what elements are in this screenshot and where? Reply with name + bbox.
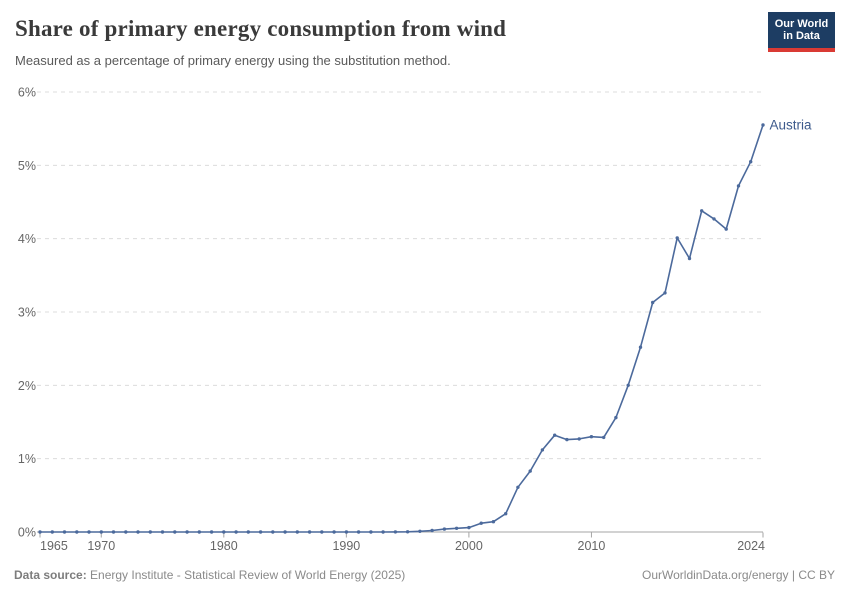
owid-logo-redbar [768, 48, 835, 52]
data-point [62, 530, 67, 534]
data-point [173, 530, 177, 534]
y-tick-label: 0% [18, 526, 36, 540]
data-point [222, 530, 226, 534]
x-tick-label: 2000 [455, 539, 483, 553]
data-point [736, 184, 741, 188]
data-point [602, 435, 606, 440]
data-point [307, 530, 312, 534]
data-point [271, 530, 275, 534]
entity-label-austria[interactable]: Austria [770, 118, 813, 133]
data-point [283, 530, 287, 534]
y-tick-label: 1% [18, 452, 36, 466]
x-tick-label: 2010 [578, 539, 606, 553]
data-point [663, 291, 667, 295]
data-point [111, 530, 116, 534]
y-tick-label: 3% [18, 306, 36, 320]
data-point [687, 256, 692, 261]
y-tick-label: 2% [18, 379, 36, 393]
license-link[interactable]: OurWorldinData.org/energy | CC BY [642, 568, 835, 582]
data-point [50, 530, 54, 534]
data-point [418, 529, 422, 533]
data-point [491, 520, 496, 524]
series-line-austria[interactable] [39, 124, 764, 533]
data-point [246, 530, 250, 534]
data-point [209, 530, 214, 534]
owid-logo-line1: Our World [774, 17, 829, 30]
data-point [454, 526, 459, 530]
data-point [124, 530, 128, 534]
data-point [540, 448, 545, 452]
data-point [99, 530, 104, 534]
owid-logo[interactable]: Our World in Data [768, 12, 835, 52]
data-point [87, 530, 91, 534]
data-point [393, 530, 398, 534]
data-point [234, 530, 238, 534]
data-point [589, 435, 594, 439]
data-point [504, 512, 508, 516]
data-point [332, 530, 336, 534]
data-point [38, 530, 42, 534]
x-tick-label: 1970 [87, 539, 115, 553]
data-point [675, 236, 679, 240]
data-point [75, 530, 79, 534]
y-tick-label: 6% [18, 86, 36, 100]
data-point [369, 530, 373, 534]
data-point [565, 437, 569, 442]
data-point [700, 209, 704, 213]
data-point [553, 433, 557, 437]
owid-logo-line2: in Data [783, 30, 820, 42]
data-point [479, 521, 483, 525]
data-point [430, 528, 434, 533]
data-point [356, 530, 361, 534]
data-point [160, 530, 165, 534]
data-point [724, 227, 728, 231]
data-point [516, 485, 520, 489]
chart-subtitle: Measured as a percentage of primary ener… [15, 53, 451, 68]
data-source-text: Energy Institute - Statistical Review of… [86, 568, 406, 582]
y-tick-label: 4% [18, 232, 36, 246]
data-point [467, 525, 471, 530]
data-point [405, 530, 410, 534]
data-point [258, 530, 263, 534]
data-point [712, 217, 716, 221]
data-point [651, 300, 655, 305]
data-point [197, 530, 201, 534]
data-point [344, 530, 349, 534]
data-point [761, 123, 765, 127]
data-point [638, 345, 643, 349]
x-tick-label: 1990 [332, 539, 360, 553]
x-tick-label: 2024 [737, 539, 765, 553]
y-tick-label: 5% [18, 159, 36, 173]
chart-title: Share of primary energy consumption from… [15, 16, 507, 41]
chart-footer: Data source: Energy Institute - Statisti… [14, 568, 835, 582]
x-tick-label: 1965 [40, 539, 68, 553]
data-source-note: Data source: Energy Institute - Statisti… [14, 568, 405, 582]
data-point [320, 530, 324, 534]
data-point [442, 527, 447, 531]
data-point [295, 530, 299, 534]
data-point [626, 383, 630, 387]
data-point [614, 415, 618, 420]
owid-logo-text: Our World in Data [768, 12, 835, 48]
data-point [381, 530, 385, 534]
data-point [136, 530, 140, 534]
data-point [185, 530, 189, 534]
data-point [749, 160, 753, 164]
data-point [528, 469, 532, 473]
data-point [577, 437, 581, 441]
data-source-label: Data source: [14, 568, 87, 582]
data-point [148, 530, 152, 534]
x-tick-label: 1980 [210, 539, 238, 553]
